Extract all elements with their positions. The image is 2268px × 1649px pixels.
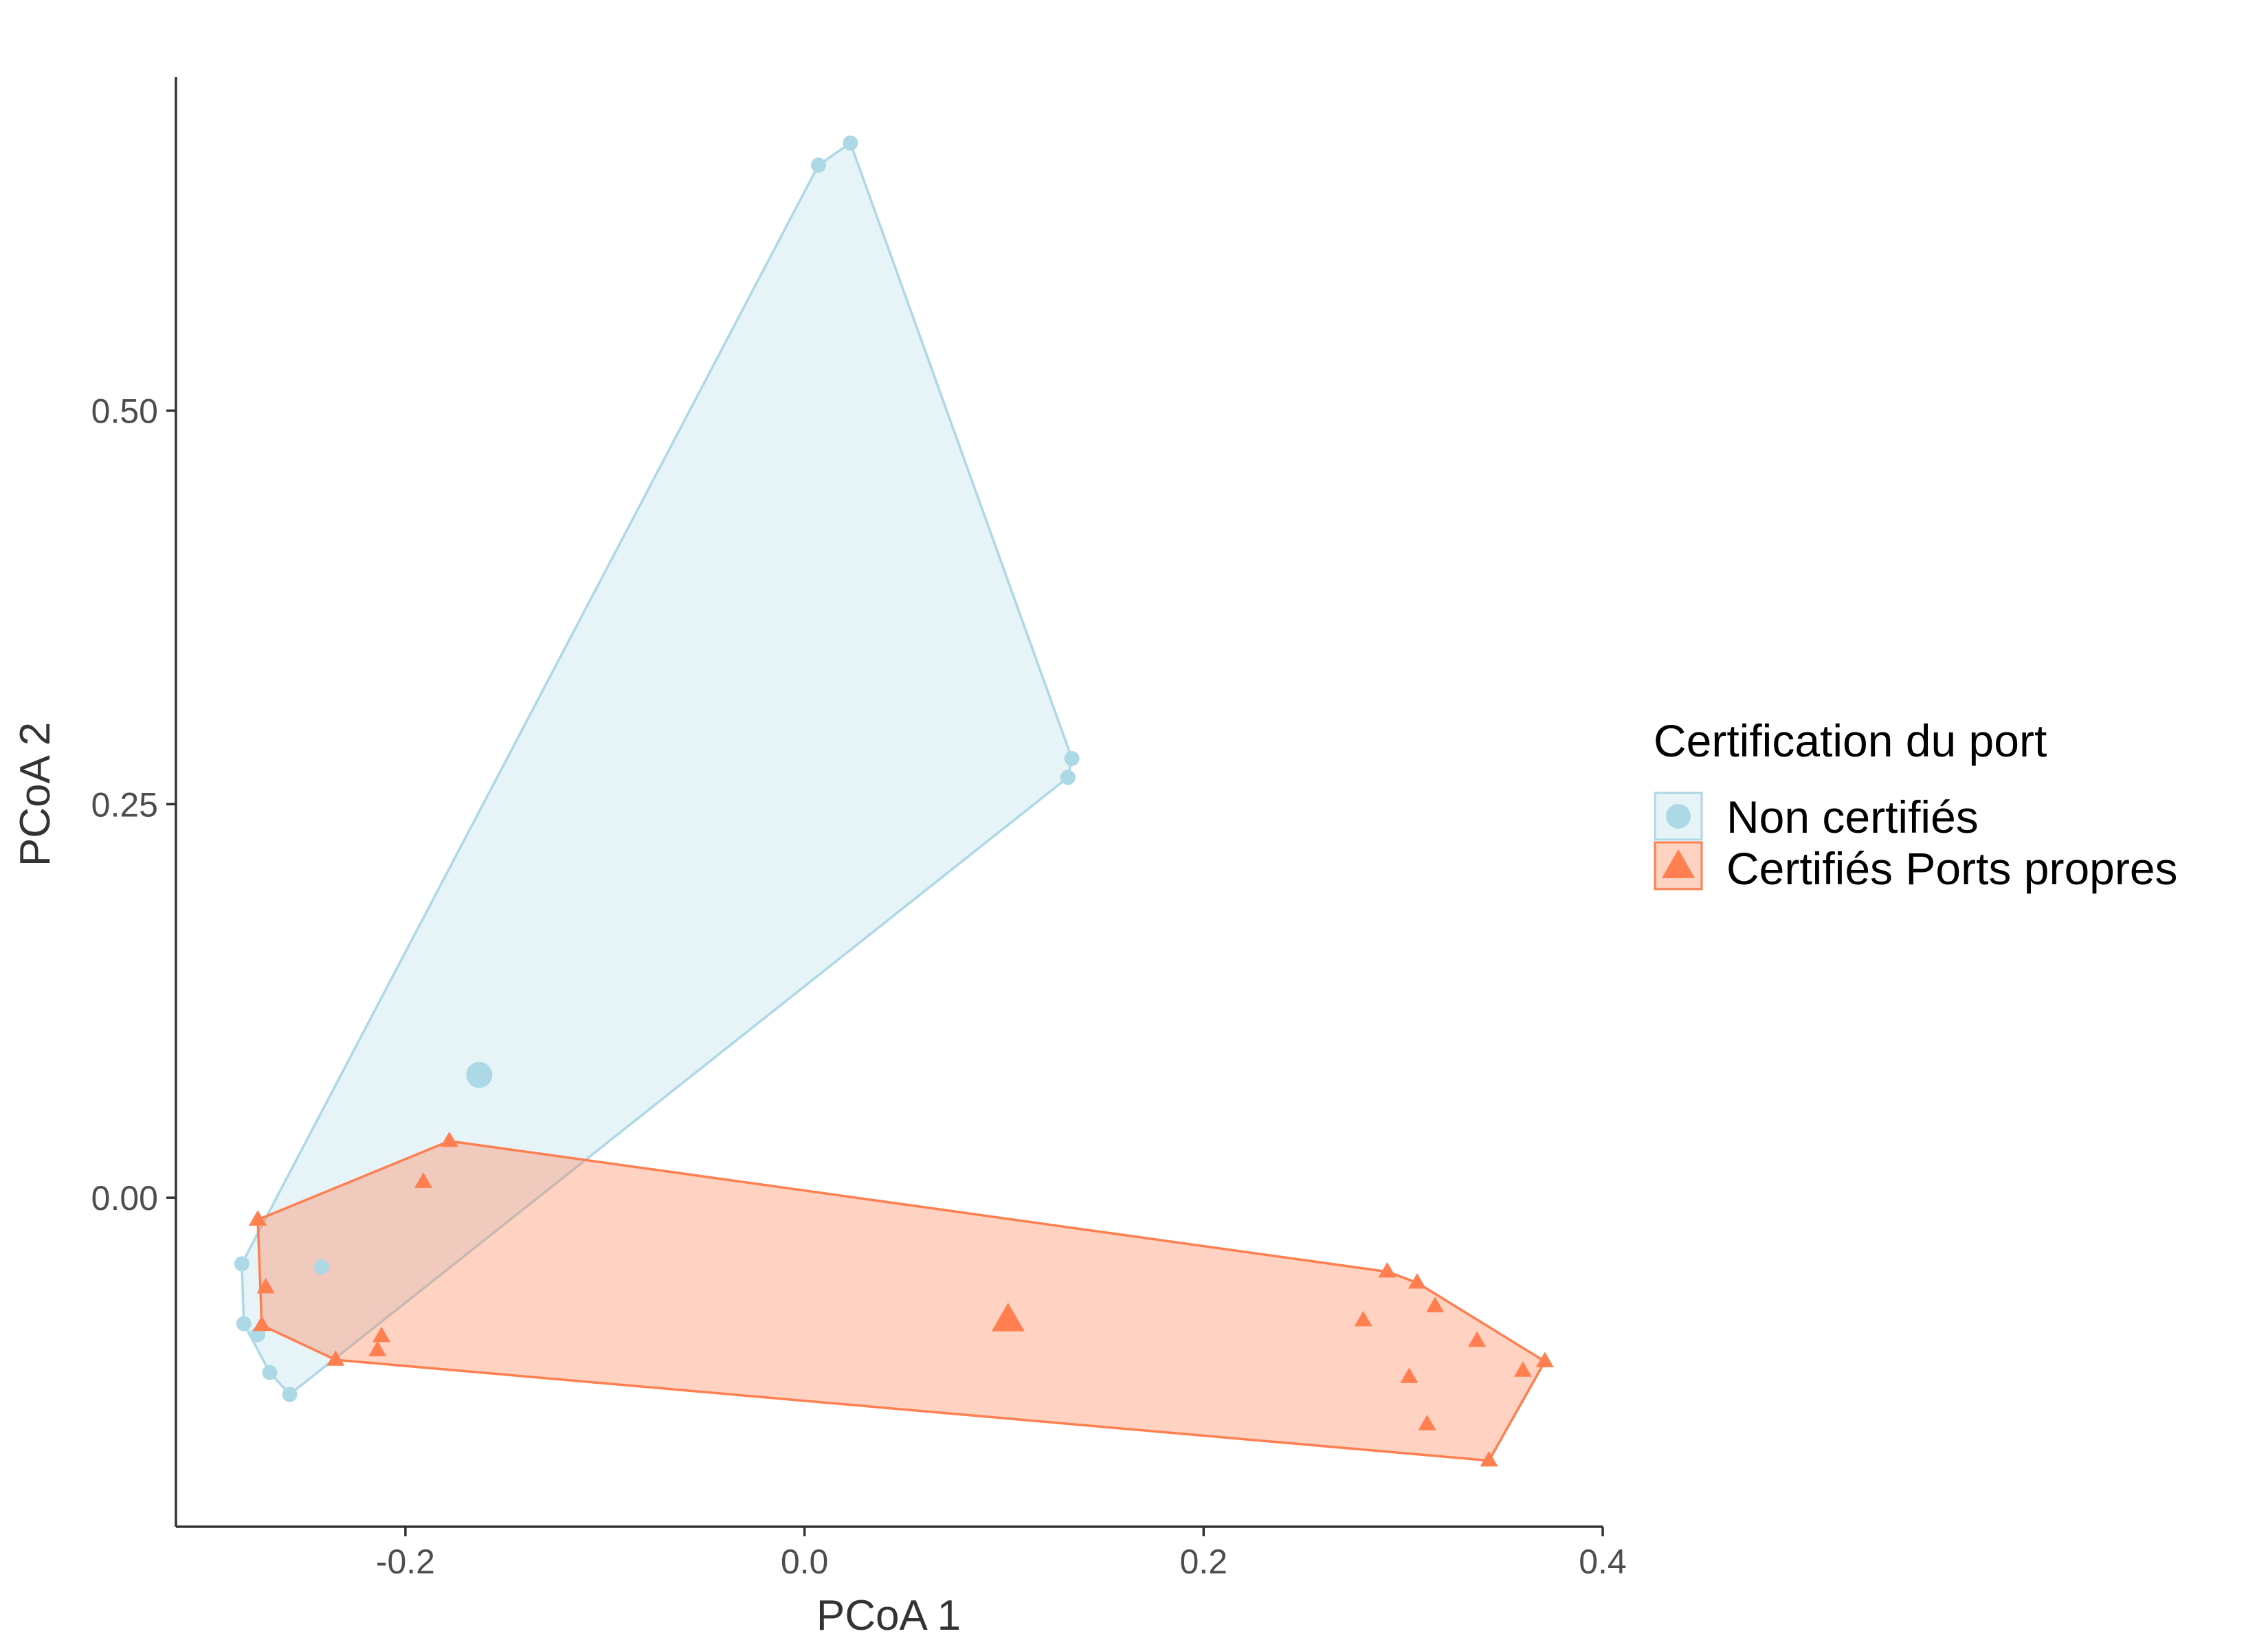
point-certifies-ports-propres — [326, 1350, 345, 1366]
x-axis-ticks: -0.2 0.0 0.2 0.4 — [376, 1527, 1627, 1581]
y-tick-label: 0.25 — [91, 785, 158, 824]
point-certifies-ports-propres — [414, 1172, 433, 1188]
point-certifies-ports-propres — [1426, 1297, 1445, 1312]
point-non-certifies — [262, 1365, 278, 1380]
legend-item-non-certifies: Non certifiés — [1654, 792, 1979, 842]
point-non-certifies — [843, 135, 858, 151]
y-tick-label: 0.00 — [91, 1179, 158, 1218]
point-certifies-ports-propres — [1354, 1310, 1372, 1327]
point-non-certifies — [1064, 750, 1080, 766]
point-non-certifies — [282, 1387, 298, 1402]
point-non-certifies — [236, 1316, 252, 1332]
point-certifies-ports-propres — [1378, 1261, 1397, 1278]
legend-triangle-icon — [1662, 849, 1695, 878]
y-tick-label: 0.50 — [91, 392, 158, 431]
centroid-non-certifies — [466, 1062, 493, 1088]
point-certifies-ports-propres — [373, 1326, 391, 1343]
point-non-certifies — [810, 157, 826, 173]
hull-layer — [241, 142, 1546, 1462]
legend: Certification du port Non certifiés Cert… — [1654, 715, 2178, 894]
legend-label-certifies: Certifiés Ports propres — [1726, 843, 2178, 894]
x-tick-label: 0.2 — [1180, 1543, 1228, 1581]
point-non-certifies — [313, 1259, 329, 1275]
x-tick-label: 0.4 — [1579, 1543, 1627, 1581]
hull-certifies-ports-propres — [256, 1139, 1546, 1462]
x-tick-label: -0.2 — [376, 1543, 435, 1581]
point-certifies-ports-propres — [1480, 1450, 1498, 1467]
point-certifies-ports-propres — [1418, 1415, 1436, 1431]
centroid-certifies-ports-propres — [991, 1303, 1025, 1332]
point-certifies-ports-propres — [1400, 1367, 1419, 1383]
point-certifies-ports-propres — [249, 1210, 267, 1226]
legend-label-non-certifies: Non certifiés — [1726, 792, 1979, 842]
point-certifies-ports-propres — [252, 1315, 271, 1332]
y-axis-ticks: 0.00 0.25 0.50 — [91, 392, 176, 1218]
x-axis-title: PCoA 1 — [816, 1592, 961, 1639]
axes-layer: -0.2 0.0 0.2 0.4 0.00 0.25 0.50 PCoA 1 PCoA 2 — [12, 77, 1627, 1639]
points-layer — [234, 135, 1554, 1467]
point-non-certifies — [234, 1256, 249, 1272]
point-certifies-ports-propres — [1513, 1361, 1532, 1377]
point-certifies-ports-propres — [440, 1131, 458, 1147]
legend-item-certifies: Certifiés Ports propres — [1654, 841, 2178, 894]
legend-title: Certification du port — [1654, 715, 2047, 766]
point-non-certifies — [1060, 770, 1076, 785]
x-tick-label: 0.0 — [781, 1543, 829, 1581]
point-certifies-ports-propres — [1408, 1272, 1426, 1289]
point-certifies-ports-propres — [1468, 1331, 1487, 1347]
point-certifies-ports-propres — [256, 1277, 275, 1294]
legend-circle-icon — [1666, 804, 1691, 829]
point-certifies-ports-propres — [368, 1340, 387, 1356]
point-certifies-ports-propres — [1535, 1351, 1554, 1368]
y-axis-title: PCoA 2 — [12, 722, 59, 866]
